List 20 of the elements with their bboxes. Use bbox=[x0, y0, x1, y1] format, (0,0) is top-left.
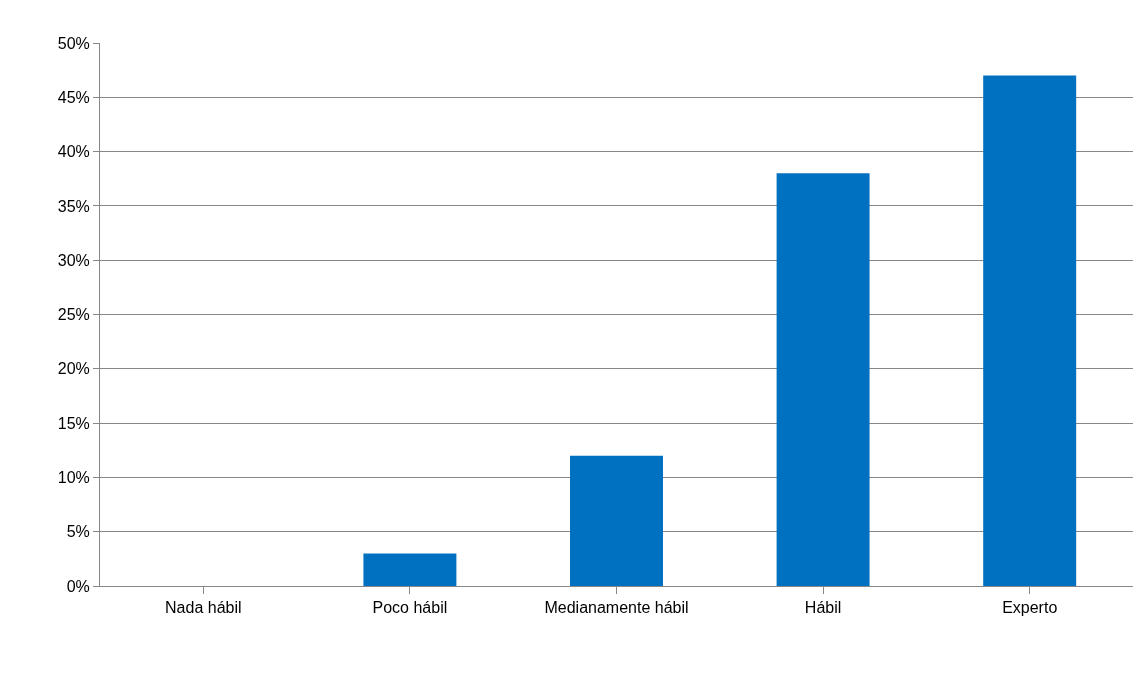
bar bbox=[570, 455, 663, 586]
y-tick-label: 15% bbox=[57, 414, 90, 432]
y-tick-label: 30% bbox=[57, 251, 90, 269]
bar bbox=[983, 75, 1077, 586]
bar bbox=[776, 173, 870, 586]
y-tick-label: 40% bbox=[57, 143, 90, 161]
x-tick-label: Medianamente hábil bbox=[544, 599, 689, 617]
y-tick-label: 0% bbox=[66, 577, 90, 595]
x-tick-label: Hábil bbox=[804, 599, 842, 617]
y-tick-label: 5% bbox=[66, 523, 90, 541]
bar bbox=[363, 553, 457, 586]
y-tick-label: 10% bbox=[57, 469, 90, 486]
y-tick-label: 35% bbox=[57, 197, 90, 215]
y-tick-label: 45% bbox=[57, 88, 90, 106]
x-tick-label: Poco hábil bbox=[372, 599, 448, 617]
x-tick-label: Experto bbox=[1002, 599, 1058, 617]
y-tick-label: 50% bbox=[57, 34, 90, 52]
x-tick-label: Nada hábil bbox=[165, 599, 242, 617]
y-tick-label: 20% bbox=[57, 360, 90, 378]
y-tick-label: 25% bbox=[57, 306, 90, 324]
